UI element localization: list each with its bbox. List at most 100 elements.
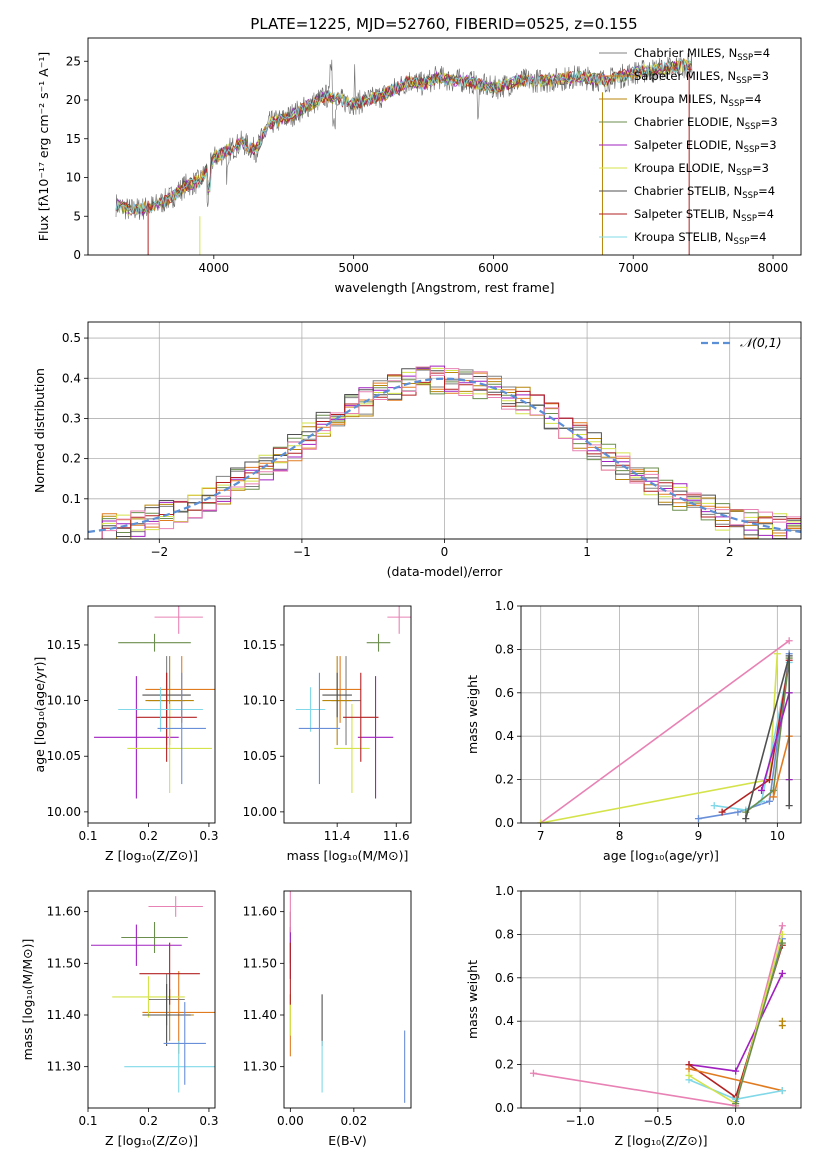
legend-text-part: =3 [760,138,777,152]
x-tick-label: 1 [583,545,591,559]
mass-weight-point [742,815,750,823]
y-axis-label: mass weight [465,960,480,1039]
y-tick-label: 0.2 [495,773,514,787]
axes-frame [87,890,216,1109]
x-tick-label: 0.02 [340,1114,367,1128]
y-axis-label: mass [log₁₀(M/M⊙)] [20,939,35,1061]
histogram-step-line [88,372,801,539]
legend-entry: 𝒩(0,1) [740,335,782,350]
x-axis-label: mass [log₁₀(M/M⊙)] [287,848,409,863]
x-tick-label: 0.3 [199,829,218,843]
y-axis-label: Flux [fλ10⁻¹⁷ erg cm⁻² s⁻¹ A⁻¹] [36,52,51,241]
y-tick-label: 11.60 [243,905,277,919]
mass-weight-point [732,1100,740,1108]
mass-weight-point [765,776,773,784]
legend-entry: Kroupa MILES, NSSP=4 [634,92,761,109]
y-axis-label: mass weight [465,675,480,754]
y-tick-label: 11.40 [243,1008,277,1022]
axes-frame [283,605,412,824]
legend-text-part: Salpeter ELODIE, N [634,138,744,152]
y-tick-label: 0.0 [495,816,514,830]
x-tick-label: 0.2 [139,829,158,843]
y-tick-label: 0 [73,248,81,262]
y-tick-label: 0.2 [495,1058,514,1072]
x-tick-label: 11.6 [383,829,410,843]
panel-residual-histogram: −2 −1 0 1 2 0.0 0.1 0.2 0.3 0.4 0.5 (data-model)/er… [32,321,802,579]
legend-entry: Salpeter STELIB, NSSP=4 [634,207,774,224]
legend-text-part: SSP [745,122,761,132]
y-tick-label: 20 [66,93,81,107]
axes-frame [87,605,216,824]
panel-age-vs-Z: 0.1 0.2 0.3 10.00 10.05 10.10 10.15 Z [log₁₀(Z/… [32,605,218,863]
plot-area [88,365,801,539]
legend-text-part: SSP [742,191,758,201]
x-tick-label: 7 [537,829,545,843]
x-axis-label: Z [log₁₀(Z/Z⊙)] [105,848,198,863]
panel-spectrum: 4000 5000 6000 7000 8000 0 5 10 15 20 25 wavelength… [36,37,802,295]
spectrum-model-line [115,58,692,215]
legend-entry: Salpeter ELODIE, NSSP=3 [634,138,777,155]
y-tick-label: 0.8 [495,927,514,941]
panel-mass-vs-ebv: 0.00 0.02 11.30 11.40 11.50 11.60 E(B-V) [243,890,412,1148]
mass-weight-point [734,808,742,816]
axes-frame [87,37,802,256]
y-axis-label: age [log₁₀(age/yr)] [32,657,47,773]
panel-age-vs-mass: 11.4 11.6 10.00 10.05 10.10 10.15 mass [log₁₀(… [243,605,412,863]
legend-text-part: SSP [737,53,753,63]
plot-area [537,637,793,823]
legend-text-part: =3 [752,161,769,175]
x-axis-label: Z [log₁₀(Z/Z⊙)] [105,1133,198,1148]
y-tick-label: 25 [66,54,81,68]
legend-text-part: SSP [741,214,757,224]
mass-weight-line [540,640,790,823]
mass-weight-point [529,1069,537,1077]
axes-frame [283,890,412,1109]
x-tick-label: −2 [150,545,168,559]
axes-frame [520,605,802,824]
y-tick-label: 10.15 [47,638,81,652]
x-tick-label: 0 [441,545,449,559]
y-tick-label: 0.8 [495,642,514,656]
normal-reference-line [88,377,801,534]
x-tick-label: 7000 [618,261,649,275]
legend-entry: Chabrier STELIB, NSSP=4 [634,184,775,201]
y-tick-label: 0.5 [62,331,81,345]
y-tick-label: 0.0 [495,1101,514,1115]
x-tick-label: −1.0 [566,1114,595,1128]
legend-text-part: SSP [736,168,752,178]
x-tick-label: 9 [695,829,703,843]
y-tick-label: 0.0 [62,532,81,546]
spectrum-model-line [115,60,692,216]
legend-text-part: SSP [736,76,752,86]
mass-weight-point [718,808,726,816]
mass-weight-point [778,969,786,977]
legend-text-part: =3 [752,69,769,83]
y-axis-label: Normed distribution [32,368,47,493]
legend-text-part: =4 [749,230,766,244]
legend-entry: Kroupa STELIB, NSSP=4 [634,230,766,247]
legend-text-part: Chabrier ELODIE, N [634,115,745,129]
legend-entry: Salpeter MILES, NSSP=3 [634,69,769,86]
legend-text-part: =4 [758,184,775,198]
x-tick-label: 5000 [338,261,369,275]
mass-weight-point [778,1087,786,1095]
x-tick-label: 0.0 [726,1114,745,1128]
figure-title: PLATE=1225, MJD=52760, FIBERID=0525, z=0… [250,15,637,33]
legend-text-part: =3 [761,115,778,129]
y-tick-label: 11.60 [47,905,81,919]
x-axis-label: E(B-V) [328,1133,367,1148]
mass-weight-point [732,1067,740,1075]
x-tick-label: −1 [293,545,311,559]
y-tick-label: 11.40 [47,1008,81,1022]
mass-weight-point [710,802,718,810]
mass-weight-point [778,930,786,938]
y-tick-label: 0.4 [62,371,81,385]
y-tick-label: 10.05 [47,749,81,763]
mass-weight-point [778,922,786,930]
y-tick-label: 5 [73,209,81,223]
y-tick-label: 15 [66,132,81,146]
mass-weight-line [772,735,790,798]
y-tick-label: 10.15 [243,638,277,652]
panel-mass-weight-vs-age: 7 8 9 10 0.0 0.2 0.4 0.6 0.8 1.0 age [log₁₀(age/yr… [465,599,802,863]
